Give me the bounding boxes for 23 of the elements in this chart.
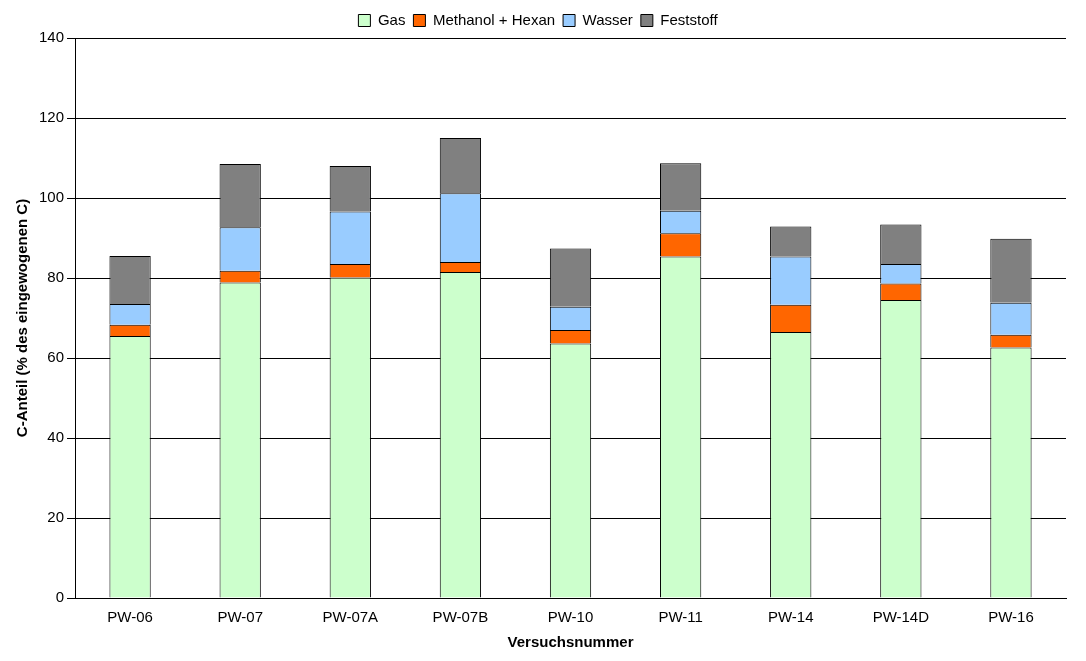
x-tick-label: PW-07 bbox=[217, 608, 263, 626]
x-tick-label: PW-16 bbox=[988, 608, 1034, 626]
y-tick-label: 0 bbox=[55, 588, 65, 606]
x-tick-label: PW-10 bbox=[547, 608, 594, 626]
legend-label: Feststoff bbox=[660, 10, 719, 28]
x-tick-label: PW-06 bbox=[107, 608, 153, 626]
x-axis-title: Versuchsnummer bbox=[507, 633, 634, 651]
y-axis-title: C-Anteil (% des eingewogenen C) bbox=[13, 198, 31, 438]
x-tick-label: PW-11 bbox=[658, 608, 703, 626]
legend-label: Gas bbox=[377, 10, 406, 28]
x-tick-label: PW-07A bbox=[322, 608, 379, 626]
y-tick-label: 100 bbox=[39, 188, 65, 206]
x-tick-label: PW-14D bbox=[872, 608, 930, 626]
y-tick-label: 60 bbox=[47, 348, 65, 366]
y-tick-label: 140 bbox=[39, 28, 65, 46]
x-tick-label: PW-07B bbox=[432, 608, 489, 626]
y-tick-label: 120 bbox=[39, 108, 65, 126]
x-tick-label: PW-14 bbox=[767, 608, 814, 626]
y-tick-label: 20 bbox=[47, 508, 65, 526]
legend-label: Wasser bbox=[582, 10, 633, 28]
y-tick-label: 80 bbox=[47, 268, 65, 286]
legend-label: Methanol + Hexan bbox=[432, 10, 556, 28]
y-tick-label: 40 bbox=[47, 428, 65, 446]
